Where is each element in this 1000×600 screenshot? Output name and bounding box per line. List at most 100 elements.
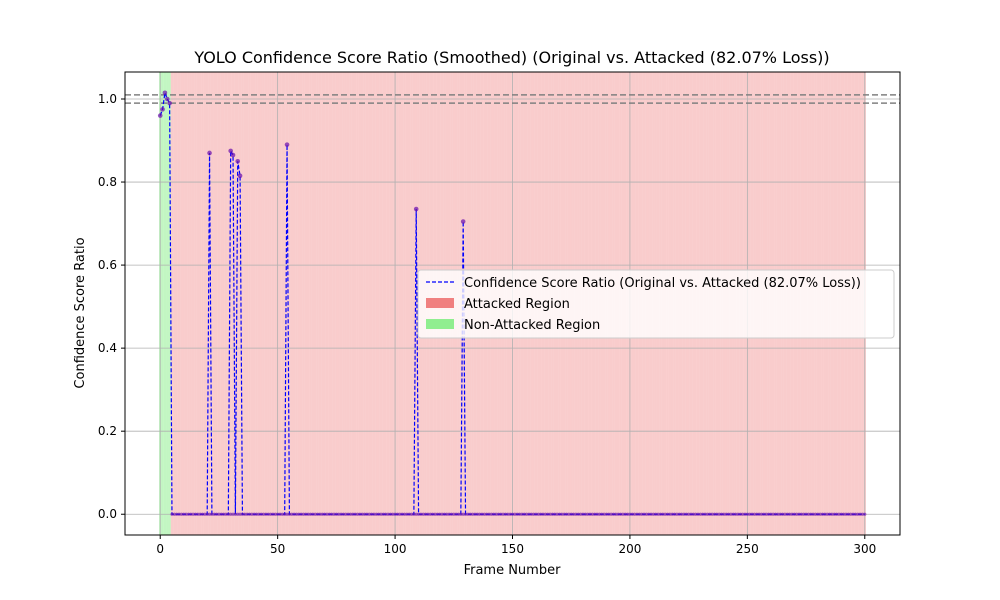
- y-tick-label: 0.2: [98, 424, 117, 438]
- data-point: [487, 512, 491, 516]
- data-point: [588, 512, 592, 516]
- y-tick-label: 0.8: [98, 175, 117, 189]
- attacked-band: [184, 72, 188, 535]
- data-point: [351, 512, 355, 516]
- data-point: [513, 512, 517, 516]
- data-point: [729, 512, 733, 516]
- attacked-band: [337, 72, 340, 535]
- data-point: [162, 90, 168, 96]
- data-point: [806, 512, 811, 516]
- data-point: [348, 512, 353, 516]
- data-point: [460, 219, 466, 224]
- data-point: [517, 512, 522, 516]
- data-point: [219, 512, 223, 516]
- data-point: [358, 512, 362, 516]
- data-point: [214, 512, 219, 516]
- data-point: [532, 512, 536, 516]
- data-point: [783, 512, 787, 516]
- data-point: [226, 512, 230, 516]
- data-point: [839, 512, 843, 516]
- data-point: [435, 512, 439, 516]
- attacked-band: [295, 72, 298, 535]
- attacked-band: [382, 72, 385, 535]
- data-point: [167, 100, 172, 106]
- y-tick-label: 0.4: [98, 341, 117, 355]
- attacked-band: [297, 72, 300, 535]
- data-point: [212, 512, 216, 516]
- data-point: [574, 512, 578, 516]
- data-point: [374, 512, 378, 516]
- data-point: [550, 512, 555, 516]
- attacked-band: [304, 72, 308, 535]
- attacked-band: [351, 72, 354, 535]
- data-point: [313, 512, 317, 516]
- attacked-band: [384, 72, 387, 535]
- data-point: [170, 512, 174, 516]
- data-point: [466, 512, 470, 516]
- data-point: [231, 512, 235, 516]
- data-point: [736, 512, 740, 516]
- data-point: [372, 512, 376, 516]
- data-point: [600, 512, 604, 516]
- attacked-band: [210, 72, 214, 535]
- attacked-band: [370, 72, 373, 535]
- attacked-band: [227, 72, 230, 535]
- data-point: [320, 512, 324, 516]
- data-point: [237, 173, 243, 179]
- attacked-band: [241, 72, 244, 535]
- data-point: [416, 512, 421, 516]
- data-point: [684, 512, 688, 516]
- attacked-band: [267, 72, 270, 535]
- data-point: [571, 512, 576, 516]
- data-point: [210, 512, 214, 516]
- data-point: [442, 512, 446, 516]
- attacked-band: [349, 72, 352, 535]
- data-point: [259, 512, 263, 516]
- attacked-band: [389, 72, 392, 535]
- data-point: [670, 512, 674, 516]
- data-point: [449, 512, 454, 516]
- data-point: [325, 512, 329, 516]
- attacked-band: [248, 72, 251, 535]
- data-point: [625, 512, 630, 516]
- data-point: [369, 512, 374, 516]
- attacked-band: [410, 72, 413, 535]
- data-point: [412, 512, 416, 516]
- attacked-band: [323, 72, 326, 535]
- attacked-band: [368, 72, 371, 535]
- data-point: [175, 512, 179, 516]
- data-point: [536, 512, 540, 516]
- data-point: [665, 512, 670, 516]
- data-point: [654, 512, 658, 516]
- series-line: [159, 92, 865, 515]
- data-point: [804, 512, 808, 516]
- data-point: [339, 512, 343, 516]
- data-point: [261, 512, 266, 516]
- data-point: [710, 512, 714, 516]
- attacked-band: [407, 72, 411, 535]
- attacked-band: [412, 72, 416, 535]
- x-tick-label: 250: [736, 542, 759, 556]
- attacked-band: [375, 72, 378, 535]
- data-point: [656, 512, 660, 516]
- data-point: [337, 512, 341, 516]
- legend-patch-swatch: [426, 319, 454, 329]
- data-point: [229, 512, 233, 516]
- data-point: [811, 512, 815, 516]
- data-point: [292, 512, 296, 516]
- data-point: [306, 512, 310, 516]
- attacked-band: [379, 72, 383, 535]
- attacked-band: [309, 72, 312, 535]
- attacked-band: [356, 72, 359, 535]
- data-point: [506, 512, 510, 516]
- data-point: [431, 512, 435, 516]
- data-point: [193, 512, 198, 516]
- data-point: [433, 512, 437, 516]
- data-point: [520, 512, 524, 516]
- data-point: [386, 512, 390, 516]
- data-point: [628, 512, 632, 516]
- data-point: [478, 512, 482, 516]
- data-point: [353, 512, 357, 516]
- data-point: [593, 512, 597, 516]
